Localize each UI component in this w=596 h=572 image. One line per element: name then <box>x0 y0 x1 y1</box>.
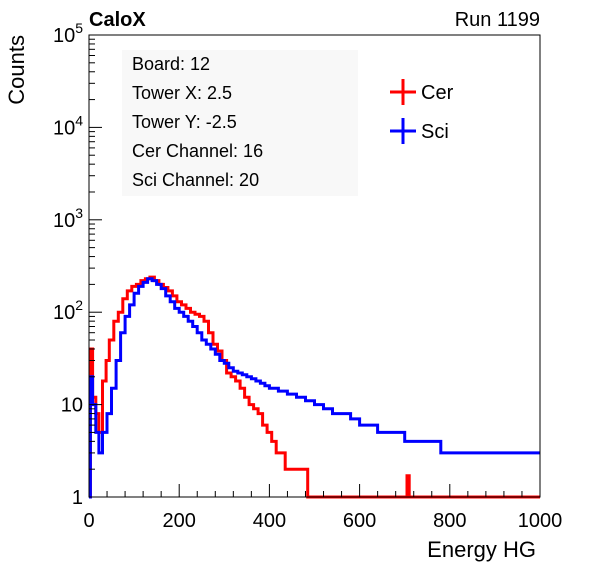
y-tick-label: 105 <box>53 20 83 47</box>
info-tower-x: Tower X: 2.5 <box>132 83 233 103</box>
x-tick-label: 0 <box>83 510 94 532</box>
x-axis-label: Energy HG <box>427 537 536 562</box>
x-tick-label: 200 <box>163 510 196 532</box>
ticks-layer: 0 200 400 600 800 1000 1 10 102 103 104 105 <box>53 20 562 532</box>
legend-label: Cer <box>421 82 454 104</box>
y-tick-label: 10 <box>61 395 83 417</box>
plot-frame <box>88 34 541 498</box>
legend: Cer Sci <box>390 79 454 144</box>
info-box: Board: 12 Tower X: 2.5 Tower Y: -2.5 Cer… <box>122 50 358 196</box>
x-tick-label: 400 <box>253 510 286 532</box>
header-left: CaloX <box>89 9 146 31</box>
series-cer-line <box>88 275 540 499</box>
info-sci-channel: Sci Channel: 20 <box>132 170 260 190</box>
info-tower-y: Tower Y: -2.5 <box>132 112 237 132</box>
info-board: Board: 12 <box>132 54 211 74</box>
series-layer <box>88 275 540 499</box>
x-tick-label: 800 <box>433 510 466 532</box>
info-cer-channel: Cer Channel: 16 <box>132 141 264 161</box>
y-tick-label: 103 <box>53 205 83 232</box>
y-tick-label: 104 <box>53 112 83 139</box>
header-right: Run 1199 <box>455 9 540 31</box>
series-sci-line <box>88 277 540 499</box>
y-axis-label: Counts <box>4 35 29 105</box>
x-tick-label: 600 <box>343 510 376 532</box>
y-tick-label: 102 <box>53 297 83 324</box>
y-tick-label: 1 <box>72 487 83 509</box>
x-tick-label: 1000 <box>518 510 563 532</box>
legend-label: Sci <box>421 121 449 143</box>
